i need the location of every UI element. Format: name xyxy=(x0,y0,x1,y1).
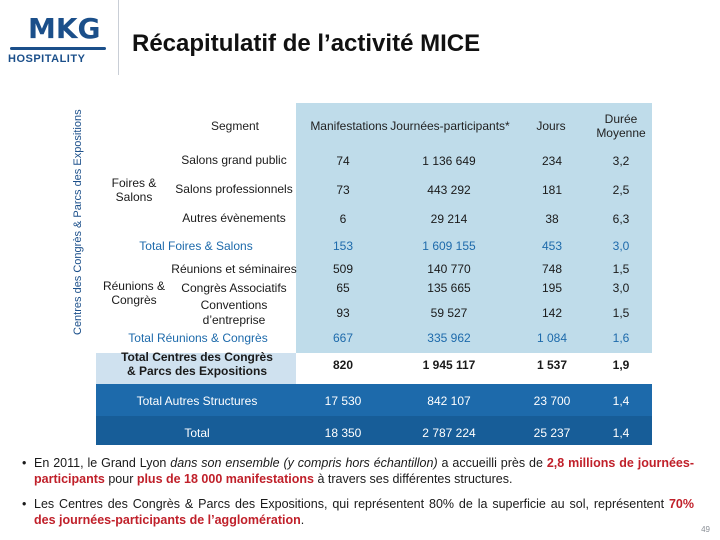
row-journees: 140 770 xyxy=(427,262,471,276)
row-journees: 443 292 xyxy=(427,183,471,197)
bullet-1-text: En 2011, le Grand Lyon dans son ensemble… xyxy=(34,455,694,487)
row-journees: 135 665 xyxy=(427,281,471,295)
mkg-hospitality-logo: MKG HOSPITALITY xyxy=(8,12,110,68)
row-journees: 2 787 224 xyxy=(422,426,476,440)
table-autres-band xyxy=(96,384,652,416)
header-duree-l2: Moyenne xyxy=(596,126,646,140)
row-manifestations: 667 xyxy=(332,331,354,345)
bullet-1-italic: dans son ensemble (y compris hors échant… xyxy=(170,456,438,470)
row-jours: 234 xyxy=(541,154,563,168)
logo-wordmark: MKG xyxy=(28,12,101,45)
row-jours: 453 xyxy=(541,239,563,253)
bullet-2: • Les Centres des Congrès & Parcs des Ex… xyxy=(22,496,694,528)
row-manifestations: 153 xyxy=(332,239,354,253)
row-total-label-l1: Total Centres des Congrès xyxy=(121,350,273,364)
bullet-1-b: a accueilli près de xyxy=(437,456,547,470)
bullet-2-text: Les Centres des Congrès & Parcs des Expo… xyxy=(34,496,694,528)
row-manifestations: 93 xyxy=(336,306,350,320)
group-foires-l2: Salons xyxy=(115,190,153,204)
page-title: Récapitulatif de l’activité MICE xyxy=(132,30,481,57)
vertical-side-label: Centres des Congrès & Parcs des Expositi… xyxy=(72,109,84,335)
header-manifestations: Manifestations xyxy=(310,119,388,133)
group-foires-salons: Foires & Salons xyxy=(106,176,162,204)
row-journees: 335 962 xyxy=(427,331,471,345)
row-manifestations: 6 xyxy=(339,212,347,226)
row-manifestations: 509 xyxy=(332,262,354,276)
row-manifestations: 820 xyxy=(332,358,354,372)
group-reunions-l2: Congrès xyxy=(111,293,157,307)
header-journees: Journées-participants* xyxy=(390,119,510,133)
row-duree: 1,4 xyxy=(612,426,630,440)
row-manifestations: 65 xyxy=(336,281,350,295)
row-label-l2: d’entreprise xyxy=(202,313,266,327)
header-segment: Segment xyxy=(210,119,260,133)
row-journees: 59 527 xyxy=(430,306,468,320)
bullet-1-c: pour xyxy=(104,472,137,486)
row-label: Autres évènements xyxy=(182,211,286,225)
row-journees: 1 945 117 xyxy=(422,358,476,372)
row-journees: 1 136 649 xyxy=(422,154,476,168)
bullet-1: • En 2011, le Grand Lyon dans son ensemb… xyxy=(22,455,694,487)
page-number: 49 xyxy=(701,525,710,534)
row-duree: 1,9 xyxy=(612,358,630,372)
table-total-band xyxy=(96,416,652,445)
row-journees: 842 107 xyxy=(427,394,471,408)
row-duree: 6,3 xyxy=(612,212,630,226)
bullet-1-a: En 2011, le Grand Lyon xyxy=(34,456,171,470)
row-total-label: Total Autres Structures xyxy=(136,394,258,408)
table-upper-background xyxy=(296,103,652,353)
row-label: Salons professionnels xyxy=(175,182,293,196)
row-duree: 1,6 xyxy=(612,331,630,345)
row-jours: 1 084 xyxy=(536,331,568,345)
bullet-1-highlight-1: 2,8 millions de journées-participants xyxy=(34,456,694,486)
row-grand-total-label: Total xyxy=(184,426,210,440)
row-jours: 23 700 xyxy=(533,394,571,408)
row-manifestations: 74 xyxy=(336,154,350,168)
bullet-dot: • xyxy=(22,456,27,470)
bullet-2-b: . xyxy=(300,513,305,527)
row-jours: 181 xyxy=(541,183,563,197)
segment-label-area xyxy=(96,103,296,353)
row-duree: 1,5 xyxy=(612,262,630,276)
row-duree: 1,5 xyxy=(612,306,630,320)
header-jours: Jours xyxy=(536,119,566,133)
header-divider xyxy=(118,0,119,75)
mice-activity-table: Segment Manifestations Journées-particip… xyxy=(96,103,652,445)
row-total-label: Total Réunions & Congrès xyxy=(128,331,268,345)
row-jours: 195 xyxy=(541,281,563,295)
row-manifestations: 73 xyxy=(336,183,350,197)
bullet-dot: • xyxy=(22,497,27,511)
group-reunions-l1: Réunions & xyxy=(102,279,166,293)
row-total-label: Total Foires & Salons xyxy=(139,239,253,253)
row-jours: 38 xyxy=(545,212,559,226)
row-journees: 1 609 155 xyxy=(422,239,476,253)
row-duree: 3,0 xyxy=(612,239,630,253)
bullet-2-a: Les Centres des Congrès & Parcs des Expo… xyxy=(34,497,669,511)
group-foires-l1: Foires & xyxy=(111,176,157,190)
bullet-1-d: à travers ses différentes structures. xyxy=(313,472,513,486)
row-journees: 29 214 xyxy=(430,212,468,226)
row-total-label-l2: & Parcs des Expositions xyxy=(126,364,268,378)
row-label: Salons grand public xyxy=(181,153,287,167)
row-label: Réunions et séminaires xyxy=(171,262,297,276)
row-duree: 1,4 xyxy=(612,394,630,408)
row-jours: 142 xyxy=(541,306,563,320)
row-duree: 3,2 xyxy=(612,154,630,168)
bullet-1-highlight-2: plus de 18 000 manifestations xyxy=(136,472,314,486)
bullet-2-highlight: 70% des journées-participants de l’agglo… xyxy=(34,497,694,527)
row-manifestations: 17 530 xyxy=(324,394,362,408)
row-label: Congrès Associatifs xyxy=(181,281,287,295)
row-jours: 1 537 xyxy=(536,358,568,372)
logo-subtitle: HOSPITALITY xyxy=(8,53,86,65)
row-label-l1: Conventions xyxy=(200,298,268,312)
row-jours: 748 xyxy=(541,262,563,276)
logo-swoosh xyxy=(10,47,106,50)
row-jours: 25 237 xyxy=(533,426,571,440)
table-total-centres-band xyxy=(296,353,652,384)
row-manifestations: 18 350 xyxy=(324,426,362,440)
header-duree-l1: Durée xyxy=(604,112,638,126)
row-duree: 3,0 xyxy=(612,281,630,295)
row-duree: 2,5 xyxy=(612,183,630,197)
group-reunions-congres: Réunions & Congrès xyxy=(100,279,168,307)
